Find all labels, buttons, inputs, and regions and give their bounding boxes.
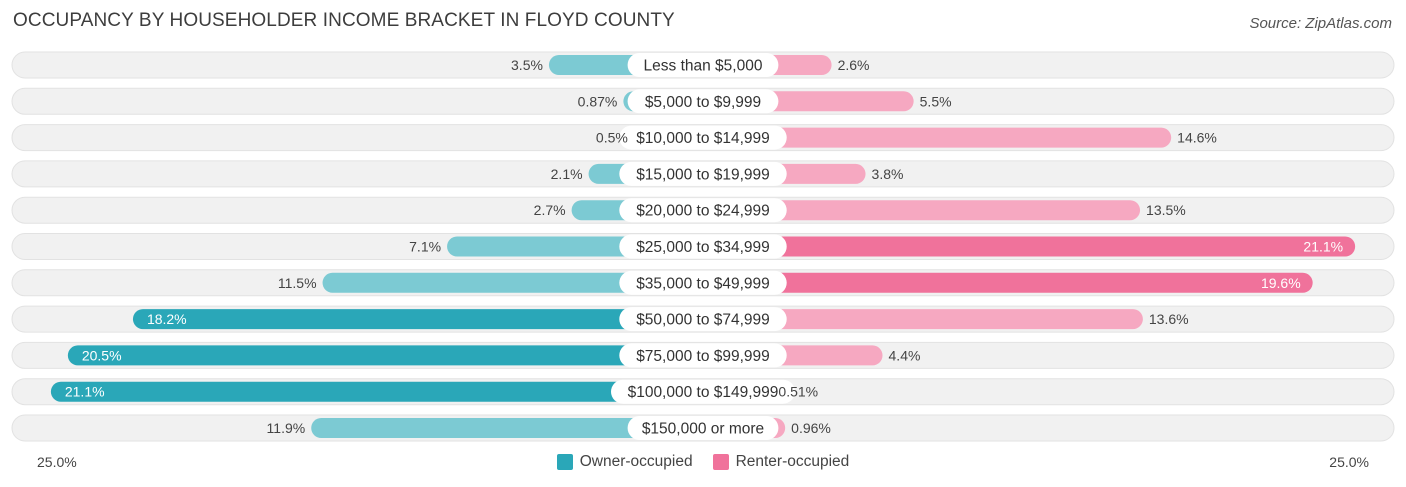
legend-label-owner: Owner-occupied (579, 453, 693, 470)
category-pill (619, 307, 787, 332)
renter-value-label: 3.8% (872, 166, 904, 182)
chart-row: $100,000 to $149,999 21.1% 0.51% (11, 378, 1395, 406)
category-pill (619, 161, 787, 186)
chart-title: OCCUPANCY BY HOUSEHOLDER INCOME BRACKET … (13, 10, 675, 31)
chart-row: $35,000 to $49,999 11.5% 19.6% (11, 269, 1395, 297)
renter-value-label: 13.6% (1149, 311, 1189, 327)
owner-value-label: 18.2% (147, 311, 187, 327)
axis-right-label: 25.0% (1329, 454, 1369, 470)
category-pill (619, 198, 787, 223)
renter-bar (703, 309, 1143, 330)
owner-value-label: 2.7% (534, 202, 566, 218)
chart-row: $15,000 to $19,999 2.1% 3.8% (11, 160, 1395, 188)
renter-value-label: 4.4% (889, 347, 921, 363)
owner-bar (322, 272, 703, 293)
chart-row: $5,000 to $9,999 0.87% 5.5% (11, 87, 1395, 115)
category-label: Less than $5,000 (644, 58, 763, 75)
owner-value-label: 20.5% (82, 347, 122, 363)
owner-value-label: 21.1% (65, 384, 105, 400)
renter-value-label: 5.5% (920, 93, 952, 109)
legend-item-owner: Owner-occupied (556, 453, 693, 471)
chart-source: Source: ZipAtlas.com (1249, 15, 1392, 32)
legend-swatch-renter (712, 454, 729, 470)
category-pill (611, 379, 795, 404)
renter-value-label: 14.6% (1177, 130, 1217, 146)
chart-row: $50,000 to $74,999 18.2% 13.6% (11, 305, 1395, 333)
owner-value-label: 0.5% (596, 130, 628, 146)
category-label: $35,000 to $49,999 (636, 275, 770, 292)
owner-bar (132, 309, 703, 330)
category-pill (619, 270, 787, 295)
category-pill (627, 53, 779, 77)
category-pill (619, 234, 787, 259)
owner-value-label: 3.5% (511, 57, 543, 73)
category-pill (627, 89, 779, 114)
chart-rows: Less than $5,000 3.5% 2.6% $5,000 to $9,999… (11, 51, 1395, 442)
chart-row: $75,000 to $99,999 20.5% 4.4% (11, 341, 1395, 369)
renter-bar (703, 200, 1141, 221)
category-label: $150,000 or more (642, 421, 764, 438)
chart-row: $20,000 to $24,999 2.7% 13.5% (11, 196, 1395, 224)
category-label: $5,000 to $9,999 (645, 94, 761, 111)
category-label: $20,000 to $24,999 (636, 203, 770, 220)
renter-bar (703, 236, 1356, 257)
axis-left-label: 25.0% (37, 454, 77, 470)
owner-bar (50, 381, 704, 402)
legend-swatch-owner (556, 454, 573, 470)
renter-value-label: 0.51% (778, 384, 818, 400)
category-pill (627, 416, 779, 440)
owner-bar (311, 418, 703, 438)
legend-item-renter: Renter-occupied (712, 453, 850, 471)
category-label: $15,000 to $19,999 (636, 166, 770, 183)
category-label: $75,000 to $99,999 (636, 348, 770, 365)
renter-value-label: 21.1% (1303, 239, 1343, 255)
chart-row: $150,000 or more 11.9% 0.96% (11, 414, 1395, 442)
renter-bar (703, 272, 1313, 293)
category-label: $100,000 to $149,999 (628, 384, 779, 401)
owner-value-label: 7.1% (409, 239, 441, 255)
category-pill (619, 343, 787, 368)
chart-row: $25,000 to $34,999 7.1% 21.1% (11, 233, 1395, 260)
owner-bar (67, 345, 704, 366)
owner-value-label: 11.5% (278, 275, 317, 291)
category-label: $50,000 to $74,999 (636, 312, 770, 329)
renter-value-label: 2.6% (838, 57, 870, 73)
renter-value-label: 0.96% (791, 420, 831, 436)
chart-row: $10,000 to $14,999 0.5% 14.6% (11, 124, 1395, 152)
chart-svg: Less than $5,000 3.5% 2.6% $5,000 to $9,999… (11, 51, 1395, 442)
legend-label-renter: Renter-occupied (735, 453, 850, 470)
owner-value-label: 11.9% (267, 420, 306, 436)
renter-value-label: 13.5% (1146, 202, 1186, 218)
renter-value-label: 19.6% (1261, 275, 1301, 291)
category-label: $25,000 to $34,999 (636, 239, 770, 256)
renter-bar (703, 127, 1172, 148)
chart-legend: Owner-occupied Renter-occupied (0, 453, 1406, 471)
chart-row: Less than $5,000 3.5% 2.6% (11, 51, 1395, 79)
owner-value-label: 2.1% (551, 166, 583, 182)
owner-value-label: 0.87% (578, 93, 618, 109)
category-label: $10,000 to $14,999 (636, 130, 770, 147)
category-pill (619, 125, 787, 150)
